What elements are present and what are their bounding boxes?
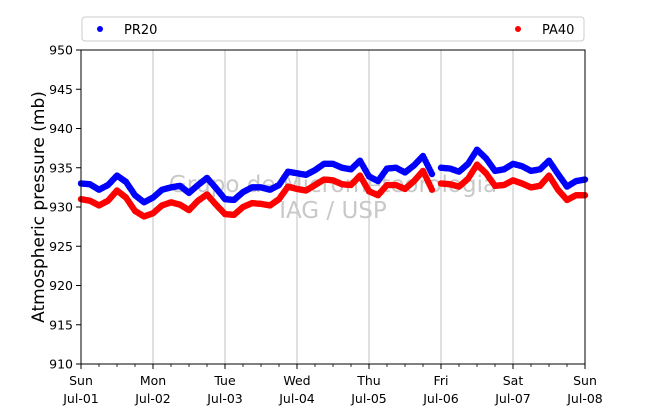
x-tick-day: Mon xyxy=(140,373,166,388)
series-layer xyxy=(77,146,589,220)
x-tick-label: Jul-03 xyxy=(206,391,243,406)
x-tick-day: Tue xyxy=(213,373,236,388)
y-tick-label: 930 xyxy=(49,200,73,215)
x-tick-day: Sun xyxy=(69,373,93,388)
x-tick-label: Jul-06 xyxy=(422,391,459,406)
y-tick-label: 945 xyxy=(49,82,73,97)
x-tick-label: Jul-08 xyxy=(566,391,603,406)
legend-marker-pr20 xyxy=(97,26,103,32)
x-tick-day: Sat xyxy=(503,373,524,388)
x-tick-day: Wed xyxy=(283,373,310,388)
x-tick-label: Jul-01 xyxy=(62,391,99,406)
data-point xyxy=(428,170,436,178)
y-tick-label: 940 xyxy=(49,121,73,136)
x-tick-day: Sun xyxy=(573,373,597,388)
y-tick-label: 920 xyxy=(49,278,73,293)
y-tick-label: 950 xyxy=(49,43,73,58)
legend-label-pr20: PR20 xyxy=(124,23,157,38)
grid-lines xyxy=(152,50,514,364)
y-axis: 910 915 920 925 930 935 940 945 950 xyxy=(49,43,81,372)
y-axis-title: Atmospheric pressure (mb) xyxy=(29,91,49,323)
x-tick-label: Jul-02 xyxy=(134,391,171,406)
y-tick-label: 910 xyxy=(49,357,73,372)
legend-marker-pa40 xyxy=(515,26,521,32)
x-tick-day: Fri xyxy=(434,373,449,388)
x-tick-label: Jul-05 xyxy=(350,391,387,406)
y-tick-label: 915 xyxy=(49,317,73,332)
series-pr20 xyxy=(77,146,589,206)
x-tick-label: Jul-07 xyxy=(494,391,531,406)
x-tick-label: Jul-04 xyxy=(278,391,315,406)
legend: PR20 PA40 xyxy=(81,16,585,42)
data-point xyxy=(428,186,436,193)
legend-box xyxy=(81,16,585,42)
y-tick-label: 925 xyxy=(49,239,73,254)
x-axis: Sun Jul-01 Mon Jul-02 Tue Jul-03 Wed Jul-04 Thu J… xyxy=(62,364,603,406)
legend-label-pa40: PA40 xyxy=(542,23,574,38)
x-tick-day: Thu xyxy=(356,373,380,388)
watermark-line-2: IAG / USP xyxy=(279,198,387,224)
y-tick-label: 935 xyxy=(49,160,73,175)
